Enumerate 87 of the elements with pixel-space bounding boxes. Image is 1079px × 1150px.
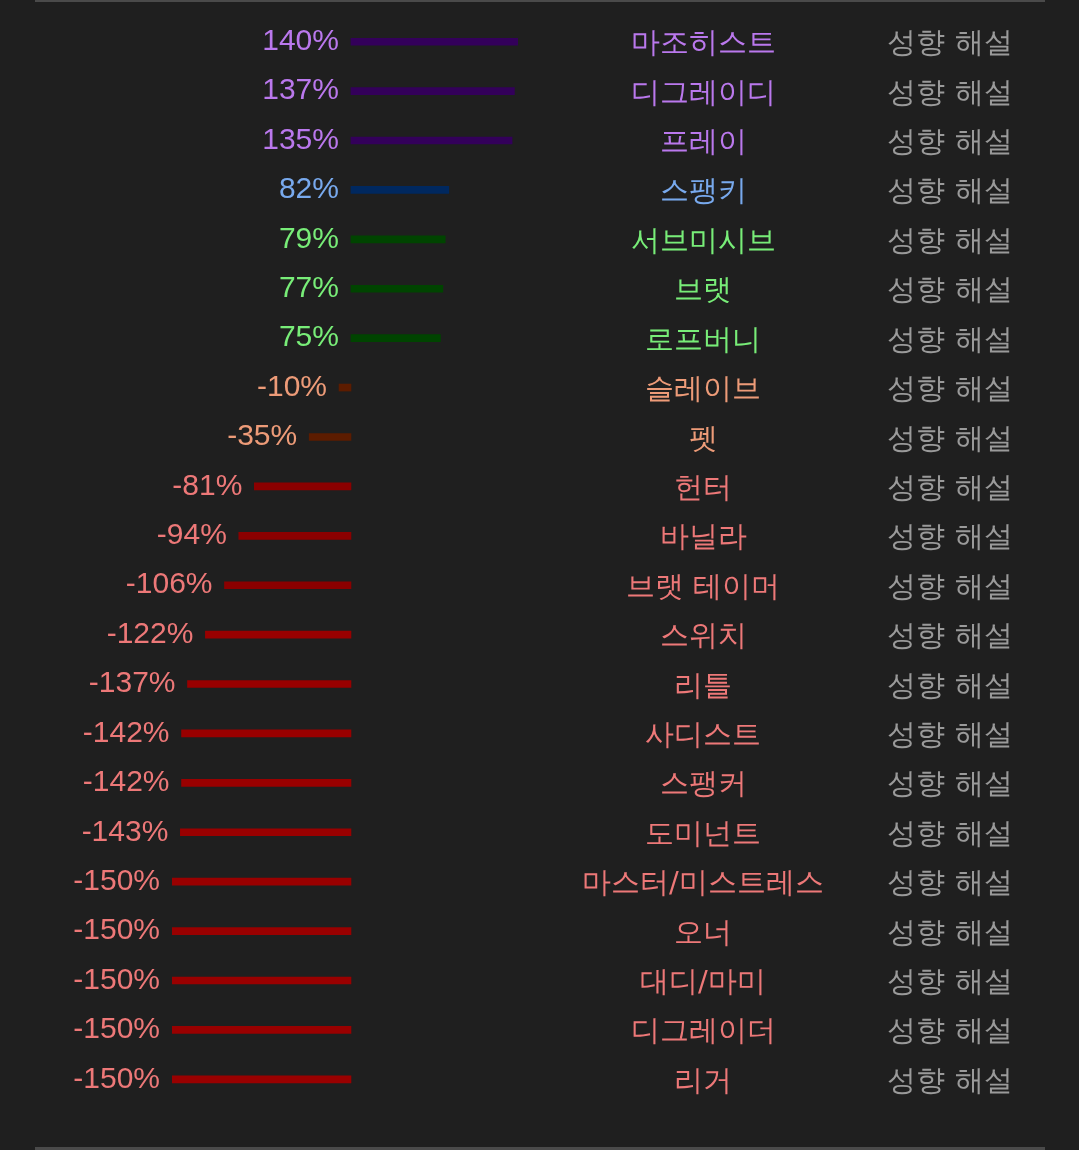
data-label: -106% — [125, 566, 213, 600]
data-label: -150% — [73, 1060, 160, 1094]
data-label: 137% — [262, 72, 339, 106]
y-tick-label: 리틀 — [674, 667, 732, 702]
data-label: -122% — [106, 615, 194, 649]
data-label: 75% — [278, 319, 339, 353]
data-label: -150% — [73, 912, 160, 946]
text: 성향 해설 — [887, 173, 1013, 208]
data-label: 135% — [262, 121, 339, 155]
text: 성향 해설 — [887, 1062, 1013, 1097]
data-label: -94% — [156, 517, 227, 551]
bar — [180, 828, 352, 837]
text: 성향 해설 — [887, 865, 1013, 900]
y-tick-label: 슬레이브 — [645, 371, 761, 406]
y-tick-label: 마조히스트 — [630, 25, 776, 60]
y-tick-label: 리거 — [674, 1062, 732, 1097]
bar — [205, 630, 352, 639]
text: 성향 해설 — [887, 74, 1013, 109]
data-label: -35% — [227, 418, 298, 452]
bar — [172, 877, 352, 886]
bar — [350, 87, 515, 95]
y-tick-label: 프레이 — [659, 124, 747, 159]
y-tick-label: 도미넌트 — [645, 815, 761, 850]
text: 성향 해설 — [887, 716, 1013, 751]
text: 성향 해설 — [887, 914, 1013, 949]
y-tick-label: 사디스트 — [645, 716, 761, 751]
bar — [224, 581, 352, 590]
text: 성향 해설 — [887, 568, 1013, 603]
text: 성향 해설 — [887, 321, 1013, 356]
text: 성향 해설 — [887, 766, 1013, 801]
y-tick-label: 브랫 테이머 — [625, 568, 781, 603]
y-tick-label: 마스터/미스트레스 — [582, 865, 824, 900]
data-label: 140% — [262, 22, 339, 56]
data-label: 82% — [278, 171, 339, 205]
data-label: -10% — [256, 368, 328, 402]
y-tick-label: 헌터 — [674, 469, 732, 504]
data-label: -142% — [82, 714, 170, 748]
text: 성향 해설 — [887, 964, 1013, 999]
bar — [181, 779, 352, 787]
text: 성향 해설 — [887, 667, 1013, 702]
bar — [181, 729, 352, 738]
bar — [308, 433, 352, 441]
y-tick-label: 서브미시브 — [630, 222, 776, 257]
data-label: -137% — [88, 665, 176, 699]
text: 성향 해설 — [887, 222, 1013, 257]
text: 성향 해설 — [887, 469, 1013, 504]
y-tick-label: 스팽키 — [659, 173, 747, 208]
y-tick-label: 오너 — [674, 914, 732, 949]
y-tick-label: 디그레이더 — [630, 1013, 776, 1048]
y-tick-label: 브랫 — [674, 272, 732, 307]
data-label: -81% — [172, 467, 243, 501]
bar — [350, 235, 446, 244]
text: 성향 해설 — [887, 25, 1013, 60]
y-tick-label: 스팽커 — [659, 766, 747, 801]
text: 성향 해설 — [887, 124, 1013, 159]
bar — [350, 136, 513, 145]
text: 성향 해설 — [887, 519, 1013, 554]
data-label: -150% — [73, 862, 160, 896]
text: 성향 해설 — [887, 1013, 1013, 1048]
bar — [172, 1026, 352, 1034]
data-label: -150% — [73, 1011, 160, 1045]
y-tick-label: 로프버니 — [645, 321, 761, 356]
y-tick-label: 바닐라 — [659, 519, 747, 554]
text: 성향 해설 — [887, 618, 1013, 653]
text: 성향 해설 — [887, 815, 1013, 850]
bar — [172, 927, 352, 935]
text: 성향 해설 — [887, 371, 1013, 406]
bar — [350, 284, 444, 293]
y-tick-label: 스위치 — [659, 618, 747, 653]
bar — [350, 37, 518, 46]
bar — [172, 1075, 352, 1084]
y-tick-label: 대디/마미 — [640, 964, 766, 999]
y-tick-label: 펫 — [688, 420, 718, 455]
bar — [350, 186, 450, 194]
bar — [172, 976, 352, 985]
data-label: -143% — [81, 813, 169, 847]
data-label: 77% — [278, 270, 339, 304]
bar — [187, 680, 352, 688]
y-tick-label: 디그레이디 — [630, 74, 776, 109]
bar — [253, 482, 352, 491]
bar — [238, 531, 352, 540]
data-label: -142% — [82, 764, 170, 798]
bar — [350, 334, 441, 342]
text: 성향 해설 — [887, 272, 1013, 307]
data-label: -150% — [73, 961, 160, 995]
text: 성향 해설 — [887, 420, 1013, 455]
data-label: 79% — [278, 220, 339, 254]
